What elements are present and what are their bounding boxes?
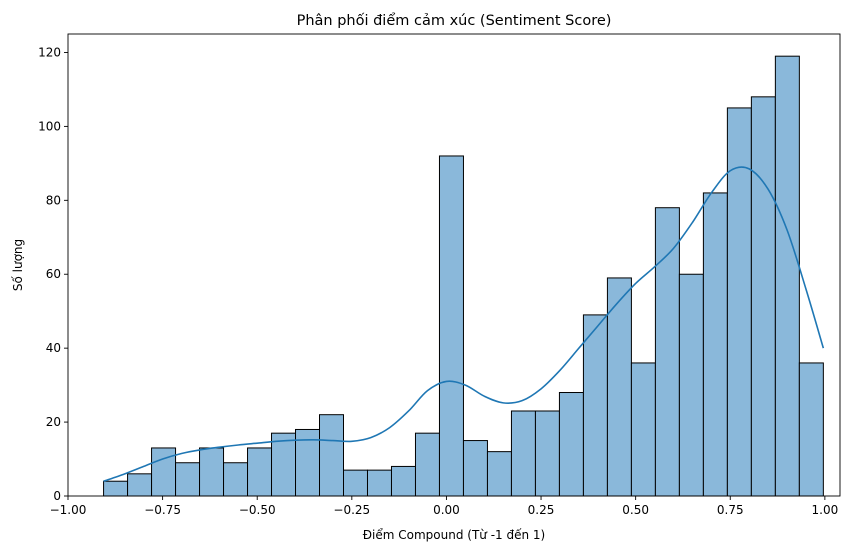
y-tick-label: 20 [46,415,61,429]
histogram-bar [726,107,752,497]
histogram-bar [582,314,608,497]
histogram-bar [103,480,129,497]
histogram-bar [462,440,488,497]
x-tick-label: −0.75 [144,503,181,517]
histogram-bar [654,207,680,497]
histogram-bar [702,192,728,497]
y-tick-label: 0 [53,489,61,503]
histogram-bars [103,55,824,497]
histogram-bar [151,447,177,497]
histogram-bar [247,447,273,497]
histogram-bar [558,392,584,497]
x-tick-label: −1.00 [50,503,87,517]
histogram-bar [438,155,464,497]
y-tick-label: 80 [46,193,61,207]
x-tick-label: 1.00 [812,503,839,517]
histogram-bar [223,462,249,497]
kde-density-line [103,166,825,482]
y-axis-label: Số lượng [11,239,25,291]
histogram-bar [630,362,656,497]
x-tick-label: 0.50 [622,503,649,517]
histogram-bar [342,469,368,497]
x-axis-label: Điểm Compound (Từ -1 đến 1) [363,528,545,542]
plot-area-frame [67,33,841,497]
histogram-bar [678,273,704,497]
histogram-bar [390,465,416,497]
histogram-bar [510,410,536,497]
x-tick-label: −0.50 [239,503,276,517]
x-tick-label: 0.75 [717,503,744,517]
x-tick-label: 0.00 [433,503,460,517]
histogram-bar [774,55,800,497]
histogram-bar [319,414,344,497]
histogram-bar [534,410,560,497]
y-axis-ticks: 0 20 40 60 80 100 120 [38,45,68,503]
chart-title: Phân phối điểm cảm xúc (Sentiment Score) [297,12,612,29]
histogram-bar [486,451,512,497]
histogram-bar [175,462,201,497]
histogram-bar [127,473,153,497]
histogram-bar [798,362,824,497]
x-tick-label: −0.25 [333,503,370,517]
histogram-bar [199,447,225,497]
y-tick-label: 120 [38,45,61,59]
x-tick-label: 0.25 [528,503,555,517]
histogram-bar [366,469,392,497]
y-tick-label: 100 [38,119,61,133]
y-tick-label: 60 [46,267,61,281]
y-tick-label: 40 [46,341,61,355]
histogram-bar [750,96,776,497]
histogram-bar [414,432,440,497]
x-axis-ticks: −1.00 −0.75 −0.50 −0.25 0.00 0.25 0.50 0.75 1.00 [50,496,839,517]
histogram-bar [271,432,297,497]
